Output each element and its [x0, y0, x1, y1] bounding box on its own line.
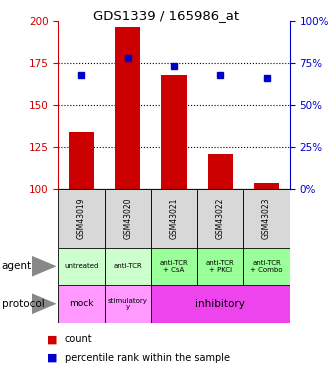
- Bar: [151, 248, 197, 285]
- Bar: [243, 189, 290, 248]
- Text: GSM43022: GSM43022: [216, 198, 225, 239]
- Text: GSM43021: GSM43021: [169, 198, 178, 239]
- Bar: [254, 183, 279, 189]
- Bar: [105, 248, 151, 285]
- Bar: [243, 248, 290, 285]
- Bar: [151, 285, 290, 322]
- Text: ■: ■: [47, 353, 57, 363]
- Text: anti-TCR
+ PKCi: anti-TCR + PKCi: [206, 260, 235, 273]
- Text: mock: mock: [69, 299, 94, 308]
- Bar: [105, 285, 151, 322]
- Text: ■: ■: [47, 334, 57, 344]
- Polygon shape: [32, 256, 57, 277]
- Bar: [58, 248, 105, 285]
- Text: agent: agent: [2, 261, 32, 271]
- Bar: [151, 189, 197, 248]
- Text: GSM43023: GSM43023: [262, 198, 271, 239]
- Text: protocol: protocol: [2, 299, 44, 309]
- Bar: [207, 154, 233, 189]
- Bar: [58, 189, 105, 248]
- Text: stimulatory
y: stimulatory y: [108, 297, 148, 310]
- Bar: [197, 189, 243, 248]
- Text: inhibitory: inhibitory: [195, 299, 245, 309]
- Text: anti-TCR: anti-TCR: [113, 263, 142, 269]
- Bar: [58, 285, 105, 322]
- Text: percentile rank within the sample: percentile rank within the sample: [65, 353, 230, 363]
- Text: anti-TCR
+ Combo: anti-TCR + Combo: [250, 260, 283, 273]
- Bar: [115, 27, 141, 189]
- Polygon shape: [32, 293, 57, 314]
- Bar: [69, 132, 94, 189]
- Text: count: count: [65, 334, 93, 344]
- Text: GSM43020: GSM43020: [123, 198, 132, 239]
- Text: GSM43019: GSM43019: [77, 198, 86, 239]
- Text: untreated: untreated: [64, 263, 99, 269]
- Text: GDS1339 / 165986_at: GDS1339 / 165986_at: [94, 9, 239, 22]
- Bar: [197, 248, 243, 285]
- Bar: [161, 75, 187, 189]
- Bar: [105, 189, 151, 248]
- Text: anti-TCR
+ CsA: anti-TCR + CsA: [160, 260, 188, 273]
